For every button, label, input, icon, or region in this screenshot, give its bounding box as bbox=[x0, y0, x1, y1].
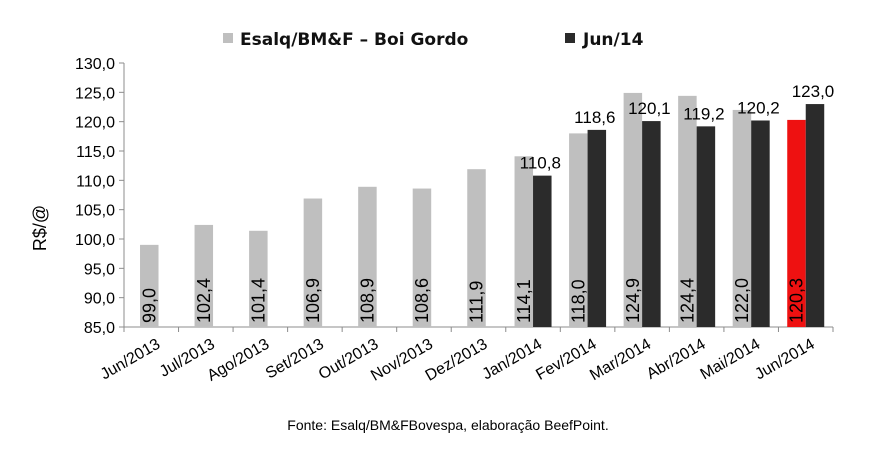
y-axis-label: R$/@ bbox=[30, 205, 50, 251]
bar-value-label-futures: 110,8 bbox=[520, 154, 561, 173]
bar-value-label-spot: 120,3 bbox=[786, 278, 806, 323]
bar-futures bbox=[751, 120, 770, 327]
bar-value-label-spot: 99,0 bbox=[139, 288, 159, 323]
bar-spot bbox=[412, 188, 432, 327]
y-tick-label: 125,0 bbox=[75, 85, 115, 102]
y-tick-label: 130,0 bbox=[75, 56, 115, 73]
bar-spot bbox=[732, 109, 752, 327]
y-tick-label: 115,0 bbox=[76, 144, 115, 161]
bar-value-label-spot: 108,6 bbox=[412, 278, 432, 323]
bar-value-label-futures: 118,6 bbox=[574, 108, 615, 127]
legend: Esalq/BM&F – Boi Gordo Jun/14 bbox=[223, 30, 644, 50]
bar-value-label-futures: 123,0 bbox=[792, 82, 835, 101]
bar-value-label-futures: 119,2 bbox=[683, 104, 724, 123]
bar-spot bbox=[678, 95, 697, 327]
bar-spot bbox=[303, 198, 323, 327]
bar-spot bbox=[140, 244, 159, 327]
y-tick-label: 120,0 bbox=[75, 115, 115, 132]
x-tick-label: Mai/2014 bbox=[698, 336, 764, 384]
x-tick-label: Jan/2014 bbox=[480, 336, 546, 384]
legend-swatch-spot bbox=[223, 33, 233, 43]
bar-value-label-spot: 102,4 bbox=[194, 278, 214, 323]
x-tick-label: Dez/2013 bbox=[423, 336, 491, 385]
x-tick-label: Jun/2013 bbox=[98, 336, 164, 384]
bar-value-label-spot: 111,9 bbox=[467, 281, 487, 323]
y-tick-label: 85,0 bbox=[84, 320, 115, 337]
bar-value-label-spot: 122,0 bbox=[732, 278, 752, 323]
legend-label-spot: Esalq/BM&F – Boi Gordo bbox=[240, 30, 468, 50]
legend-label-futures: Jun/14 bbox=[582, 30, 644, 50]
bar-value-label-spot: 106,9 bbox=[303, 278, 323, 323]
bar-value-label-spot: 124,9 bbox=[623, 278, 643, 323]
bar-futures bbox=[533, 175, 552, 327]
legend-swatch-futures bbox=[565, 33, 575, 43]
bar-spot bbox=[194, 224, 214, 327]
x-tick-label: Jun/2014 bbox=[752, 336, 818, 384]
bar-futures bbox=[642, 121, 661, 327]
bar-value-label-futures: 120,1 bbox=[628, 99, 671, 118]
bar-spot bbox=[787, 119, 806, 327]
bar-futures bbox=[696, 126, 716, 327]
bar-value-label-futures: 120,2 bbox=[737, 98, 780, 117]
x-tick-label: Ago/2013 bbox=[205, 336, 273, 385]
bar-spot bbox=[623, 92, 643, 327]
bar-spot bbox=[358, 186, 377, 327]
bar-spot bbox=[249, 230, 268, 327]
bar-value-label-spot: 124,4 bbox=[677, 278, 697, 323]
bar-futures bbox=[805, 104, 825, 327]
y-tick-label: 110,0 bbox=[76, 173, 115, 190]
x-tick-label: Mar/2014 bbox=[587, 336, 654, 385]
y-tick-label: 100,0 bbox=[75, 232, 115, 249]
source-note: Fonte: Esalq/BM&FBovespa, elaboração Bee… bbox=[287, 417, 608, 433]
bar-value-label-spot: 108,9 bbox=[357, 278, 377, 323]
bar-spot bbox=[569, 133, 588, 327]
y-tick-label: 95,0 bbox=[84, 261, 115, 278]
bar-value-label-spot: 114,1 bbox=[514, 279, 534, 323]
bar-value-label-spot: 118,0 bbox=[568, 279, 588, 323]
plot-area: 85,0 90,0 95,0 100,0 105,0 110,0 115,0 120,0 125… bbox=[75, 56, 834, 385]
bar-futures bbox=[587, 129, 607, 327]
bar-spot bbox=[467, 169, 486, 327]
bar-value-label-spot: 101,4 bbox=[248, 278, 268, 323]
x-tick-label: Abr/2014 bbox=[644, 336, 709, 383]
y-tick-label: 105,0 bbox=[75, 203, 115, 220]
y-tick-label: 90,0 bbox=[84, 291, 115, 308]
x-tick-label: Fev/2014 bbox=[533, 336, 599, 384]
bar-spot bbox=[514, 156, 534, 327]
x-tick-label: Set/2013 bbox=[263, 336, 327, 383]
